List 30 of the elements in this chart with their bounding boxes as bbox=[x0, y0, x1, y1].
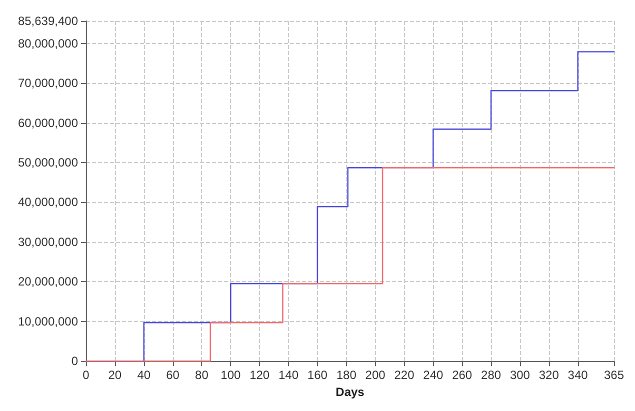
x-tick-label: 300 bbox=[510, 368, 530, 382]
y-tick-label: 80,000,000 bbox=[18, 36, 78, 50]
y-tick-label: 20,000,000 bbox=[18, 274, 78, 289]
x-tick-label: 140 bbox=[278, 368, 299, 382]
x-tick-label: 60 bbox=[166, 368, 180, 382]
x-tick-label: 180 bbox=[336, 368, 357, 382]
x-tick-label: 220 bbox=[394, 368, 415, 382]
x-tick-label: 260 bbox=[452, 368, 472, 382]
y-tick-label: 40,000,000 bbox=[18, 195, 78, 210]
x-tick-label: 365 bbox=[604, 368, 624, 382]
y-tick-label: 85,639,400 bbox=[18, 14, 78, 28]
y-tick-label: 30,000,000 bbox=[18, 234, 78, 249]
x-tick-label: 160 bbox=[307, 368, 328, 382]
x-tick-label: 100 bbox=[220, 368, 241, 382]
x-tick-label: 340 bbox=[568, 368, 588, 382]
x-tick-label: 40 bbox=[137, 368, 151, 382]
x-tick-label: 0 bbox=[82, 368, 90, 382]
y-tick-label: 50,000,000 bbox=[18, 156, 78, 170]
x-tick-label: 200 bbox=[365, 368, 386, 382]
y-tick-label: 60,000,000 bbox=[18, 116, 78, 130]
y-tick-label: 0 bbox=[71, 354, 78, 368]
y-tick-label: 70,000,000 bbox=[18, 76, 78, 90]
x-tick-label: 80 bbox=[195, 368, 209, 382]
x-axis-title: Days bbox=[336, 385, 365, 399]
x-tick-label: 120 bbox=[250, 368, 270, 382]
y-tick-label: 10,000,000 bbox=[18, 314, 78, 328]
x-tick-label: 20 bbox=[108, 368, 122, 382]
x-tick-label: 320 bbox=[538, 368, 560, 382]
x-tick-label: 280 bbox=[481, 368, 502, 382]
x-tick-label: 240 bbox=[423, 368, 444, 382]
